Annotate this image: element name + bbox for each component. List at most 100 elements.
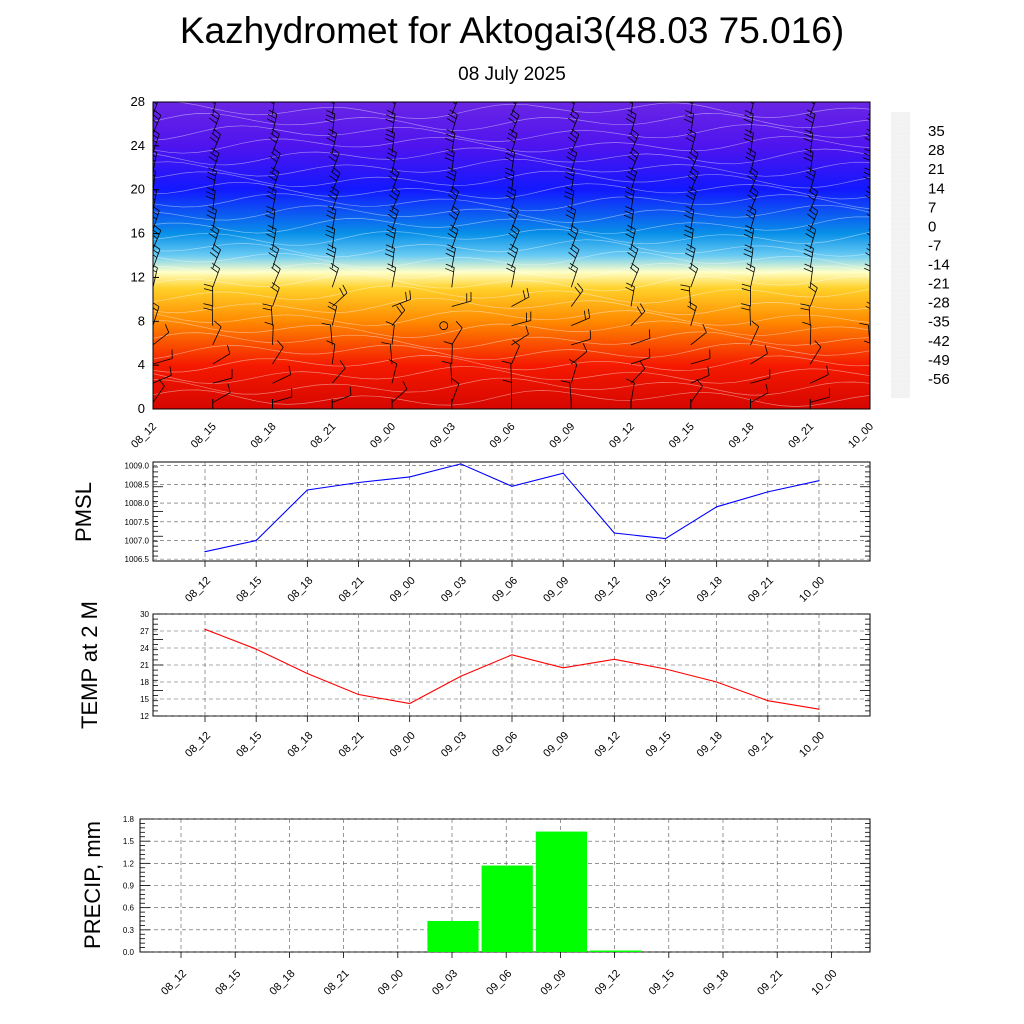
wind-barb-shaft — [630, 134, 639, 154]
wind-barb-shaft — [690, 229, 694, 249]
wind-barb-feather — [388, 359, 397, 365]
wind-barb-shaft — [272, 248, 280, 269]
isotherm-line — [153, 250, 870, 269]
wind-barb-shaft — [331, 229, 336, 249]
wind-barb-shaft — [630, 172, 637, 192]
wind-barb-shaft — [809, 346, 822, 365]
wind-barb-feather — [143, 285, 152, 287]
wind-barb-shaft — [331, 306, 338, 326]
wind-barb-shaft — [391, 324, 395, 345]
wind-barb-feather — [209, 152, 218, 158]
wind-barb-shaft — [212, 229, 220, 250]
wind-barb-feather — [288, 365, 291, 375]
wind-barb-shaft — [511, 133, 518, 154]
wind-barb — [511, 325, 529, 346]
wind-barb-shaft — [272, 324, 274, 345]
wind-barb-feather — [143, 289, 152, 291]
wind-barb-shaft — [451, 344, 453, 365]
wind-barb-feather — [683, 118, 693, 124]
wind-barb-feather — [871, 91, 878, 96]
wind-barb — [750, 369, 771, 384]
data-point — [716, 506, 718, 508]
wind-barb-feather — [881, 285, 885, 293]
wind-barb-feather — [810, 102, 815, 105]
wind-barb-shaft — [212, 326, 222, 346]
wind-barb-feather — [267, 229, 276, 234]
data-point — [306, 489, 308, 491]
y-tick-label: 20 — [131, 182, 145, 197]
wind-barb-feather — [210, 267, 219, 273]
x-tick-label: 09_21 — [755, 968, 785, 998]
wind-barb — [511, 102, 517, 115]
wind-barb-feather — [208, 205, 217, 211]
wind-barb-feather — [386, 114, 395, 119]
y-tick-label: 0 — [138, 401, 145, 416]
wind-barb-feather — [203, 307, 213, 311]
wind-barb-feather — [687, 128, 697, 135]
wind-barb-feather — [800, 303, 810, 307]
x-tick-label: 09_18 — [695, 575, 725, 605]
wind-barb-feather — [445, 263, 455, 268]
wind-barb-feather — [864, 263, 870, 267]
wind-barb-feather — [205, 195, 215, 200]
wind-barb-feather — [399, 302, 406, 311]
wind-barb-feather — [748, 171, 757, 178]
wind-barb-feather — [227, 383, 231, 393]
wind-barb — [511, 311, 532, 327]
wind-barb-shaft — [153, 133, 160, 154]
wind-barb-shaft — [272, 346, 284, 365]
wind-barb-feather — [869, 206, 870, 207]
wind-barb-feather — [574, 286, 581, 295]
wind-barb-shaft — [330, 324, 333, 345]
wind-barb-feather — [570, 102, 575, 105]
wind-barb — [445, 244, 456, 269]
wind-barb-feather — [387, 263, 396, 269]
wind-barb-feather — [627, 156, 636, 163]
wind-barb — [805, 167, 816, 192]
wind-barb-shaft — [869, 323, 870, 326]
wind-barb-feather — [390, 205, 399, 212]
wind-barb-feather — [203, 288, 213, 292]
wind-barb-feather — [800, 307, 810, 311]
wind-barb — [802, 321, 812, 345]
wind-barb-feather — [686, 133, 695, 139]
x-tick-label: 09_06 — [490, 730, 520, 760]
y-tick-label: 1009.0 — [125, 462, 150, 471]
wind-barb-shaft — [212, 134, 221, 154]
wind-barb-feather — [864, 148, 870, 152]
wind-barb-feather — [751, 320, 759, 327]
wind-barb-feather — [870, 225, 877, 230]
wind-barb-feather — [569, 359, 578, 365]
precip-bar — [590, 950, 642, 952]
y-tick-label: 1008.5 — [125, 480, 150, 489]
y-tick-label: 18 — [140, 678, 149, 687]
wind-barb-shaft — [571, 317, 590, 327]
colorbar-label: 0 — [928, 218, 936, 235]
wind-barb — [865, 243, 870, 269]
wind-barb-feather — [326, 137, 335, 143]
wind-barb — [690, 323, 707, 346]
wind-barb-feather — [448, 113, 457, 120]
wind-barb-feather — [264, 321, 274, 326]
wind-barb-feather — [639, 360, 646, 369]
wind-barb-feather — [765, 383, 769, 393]
wind-barb — [864, 186, 870, 211]
wind-barb-shaft — [809, 324, 812, 345]
wind-barb-feather — [567, 117, 576, 124]
wind-barb-shaft — [391, 229, 397, 249]
wind-barb-feather — [569, 113, 578, 120]
wind-barb-shaft — [331, 344, 336, 365]
wind-barb-feather — [455, 321, 463, 329]
wind-barb — [325, 225, 336, 249]
panel-frame — [152, 461, 871, 562]
wind-barb-feather — [509, 209, 518, 216]
wind-barb-shaft — [511, 267, 516, 288]
wind-barb-shaft — [153, 210, 160, 230]
wind-barb-feather — [329, 190, 338, 197]
colorbar-label: -28 — [928, 295, 950, 312]
wind-barb-feather — [859, 322, 869, 326]
wind-barb-feather — [209, 228, 218, 235]
wind-barb — [687, 102, 693, 115]
wind-barb-feather — [509, 128, 518, 135]
wind-barb-feather — [805, 113, 815, 120]
